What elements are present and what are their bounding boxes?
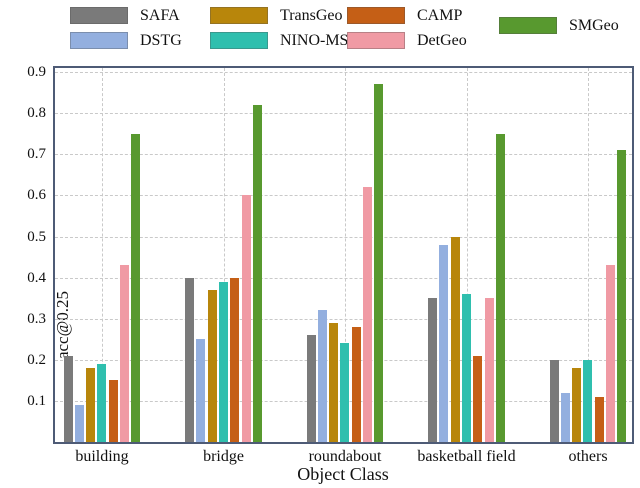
bar-safa-bridge [185, 278, 194, 442]
bar-group-basketball-field [428, 134, 505, 442]
bar-smgeo-roundabout [374, 84, 384, 442]
h-gridline [55, 72, 632, 74]
y-tick-label: 0.7 [27, 146, 46, 163]
y-tick-label: 0.9 [27, 64, 46, 81]
bar-smgeo-basketball-field [495, 134, 505, 442]
bar-nino-msra-others [583, 360, 593, 442]
legend-column: SMGeo [499, 13, 619, 38]
bar-transgeo-roundabout [329, 323, 339, 442]
bar-transgeo-building [86, 368, 96, 442]
legend-label-safa: SAFA [140, 6, 180, 24]
bar-nino-msra-building [97, 364, 107, 442]
bar-dstg-others [560, 393, 570, 442]
bar-safa-others [549, 360, 559, 442]
x-tick-label-basketball-field: basketball field [417, 448, 516, 465]
bar-smgeo-others [617, 150, 627, 442]
h-gridline [55, 277, 632, 279]
y-tick-label: 0.1 [27, 392, 46, 409]
bar-camp-basketball-field [473, 356, 483, 442]
bar-transgeo-basketball-field [450, 237, 460, 442]
legend-item-safa: SAFA [70, 3, 182, 28]
bar-transgeo-others [572, 368, 582, 442]
bar-group-roundabout [306, 84, 384, 442]
legend-column: CAMP DetGeo [347, 3, 467, 53]
x-axis-label: Object Class [297, 464, 389, 484]
legend-label-transgeo: TransGeo [280, 6, 343, 24]
x-tick-label-roundabout: roundabout [308, 448, 382, 465]
bar-safa-basketball-field [428, 298, 437, 442]
legend-column: SAFA DSTG [70, 3, 182, 53]
bar-nino-msra-roundabout [340, 343, 350, 442]
legend-swatch-nino-msra [210, 32, 268, 49]
bar-nino-msra-bridge [218, 282, 228, 442]
h-gridline [55, 236, 632, 238]
bar-detgeo-basketball-field [484, 298, 494, 442]
legend-label-detgeo: DetGeo [417, 31, 467, 49]
legend-swatch-transgeo [210, 7, 268, 24]
bar-nino-msra-basketball-field [461, 294, 471, 442]
v-gridline [345, 68, 346, 442]
bar-dstg-roundabout [317, 310, 327, 442]
bar-smgeo-bridge [252, 105, 262, 442]
legend-label-camp: CAMP [417, 6, 463, 24]
bar-detgeo-building [120, 265, 130, 442]
bar-smgeo-building [131, 134, 141, 442]
h-gridline [55, 318, 632, 320]
y-tick-label: 0.8 [27, 105, 46, 122]
legend-swatch-detgeo [347, 32, 405, 49]
legend-swatch-safa [70, 7, 128, 24]
bar-safa-roundabout [306, 335, 316, 442]
legend-swatch-dstg [70, 32, 128, 49]
legend-item-detgeo: DetGeo [347, 28, 467, 53]
bar-camp-roundabout [351, 327, 361, 442]
x-tick-label-bridge: bridge [203, 448, 244, 465]
y-tick-label: 0.5 [27, 228, 46, 245]
legend-item-camp: CAMP [347, 3, 467, 28]
v-gridline [588, 68, 589, 442]
bar-safa-building [63, 356, 73, 442]
bar-detgeo-roundabout [363, 187, 373, 442]
y-tick-label: 0.2 [27, 351, 46, 368]
bar-group-bridge [185, 105, 262, 442]
legend-item-dstg: DSTG [70, 28, 182, 53]
legend-item-transgeo: TransGeo [210, 3, 371, 28]
plot-area: acc@0.25 [53, 66, 634, 444]
bar-dstg-bridge [196, 339, 206, 442]
bar-camp-building [108, 380, 118, 442]
bar-camp-others [594, 397, 604, 442]
legend-item-smgeo: SMGeo [499, 13, 619, 38]
bar-camp-bridge [230, 278, 240, 442]
h-gridline [55, 154, 632, 156]
v-gridline [466, 68, 468, 442]
v-gridline [223, 68, 225, 442]
v-gridline [102, 68, 103, 442]
bar-dstg-building [74, 405, 84, 442]
bar-detgeo-bridge [241, 195, 251, 442]
h-gridline [55, 195, 632, 197]
legend-swatch-camp [347, 7, 405, 24]
legend-label-dstg: DSTG [140, 31, 182, 49]
y-tick-label: 0.4 [27, 269, 46, 286]
bar-detgeo-others [606, 265, 616, 442]
y-tick-label: 0.3 [27, 310, 46, 327]
legend-label-smgeo: SMGeo [569, 16, 619, 34]
bar-group-others [549, 150, 627, 442]
bar-group-building [63, 134, 141, 442]
legend: SAFA DSTG TransGeo NINO-MSRA CAMP DetGeo SMGeo [0, 0, 640, 56]
legend-swatch-smgeo [499, 17, 557, 34]
x-tick-label-building: building [75, 448, 129, 465]
x-tick-label-others: others [568, 448, 608, 465]
bar-transgeo-bridge [207, 290, 217, 442]
y-tick-label: 0.6 [27, 187, 46, 204]
bar-dstg-basketball-field [439, 245, 449, 442]
h-gridline [55, 113, 632, 115]
